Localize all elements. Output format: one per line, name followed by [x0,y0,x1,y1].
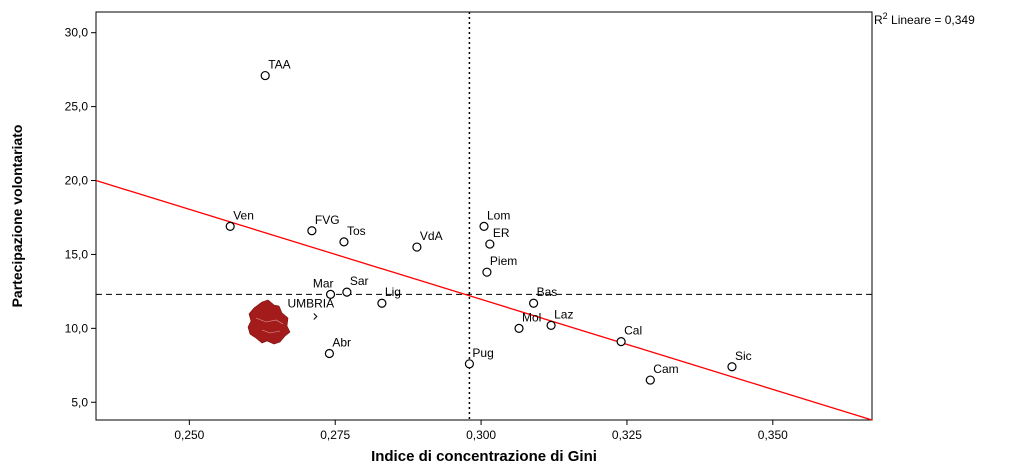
x-axis: 0,250 0,275 0,300 0,325 0,350 [174,420,788,442]
point-label-lom: Lom [487,208,510,222]
point-label-lig: Lig [385,285,401,299]
data-point-tos [339,237,349,247]
umbria-map-marker [247,299,291,345]
data-point-sar [342,287,352,297]
x-axis-title: Indice di concentrazione di Gini [371,448,597,465]
y-tick-label: 30,0 [65,26,89,40]
point-label-fvg: FVG [315,213,340,227]
point-label-er: ER [493,226,510,240]
y-tick-label: 10,0 [65,321,89,335]
y-tick-label: 20,0 [65,174,89,188]
data-point-umbria [313,313,318,320]
data-point-lom [479,221,489,231]
plot-frame [95,11,873,421]
fit-line-group [95,179,873,421]
data-point-abr [324,348,334,359]
regression-line [95,179,873,421]
y-tick-label: 25,0 [65,100,89,114]
data-point-mar [325,289,336,299]
r2-suffix: Lineare = 0,349 [888,13,975,27]
reference-lines [96,12,872,420]
point-label-laz: Laz [554,307,573,321]
y-axis: 5,0 10,0 15,0 20,0 25,0 30,0 [65,26,96,409]
point-label-abr: Abr [332,335,351,349]
x-tick-label: 0,350 [758,428,788,442]
point-label-ven: Ven [233,208,254,222]
data-point-piem [482,267,492,277]
x-tick-label: 0,275 [320,428,350,442]
r2-annotation: R2 Lineare = 0,349 [874,11,975,27]
data-point-cam [645,375,655,385]
point-label-cal: Cal [624,324,642,338]
y-tick-label: 5,0 [71,395,88,409]
point-label-vda: VdA [420,229,443,243]
point-label-mar: Mar [313,276,334,290]
point-label-umbria: UMBRIA [287,297,334,311]
x-tick-label: 0,250 [174,428,204,442]
point-label-sic: Sic [735,349,752,363]
data-point-laz [546,320,556,330]
data-points: TAA Ven FVG Tos VdA Lom ER Piem Mar Sar Lig Bas UMBR… [225,58,752,385]
point-label-sar: Sar [350,274,369,288]
data-point-lig [377,298,387,308]
data-point-er [485,239,495,249]
data-point-bas [528,298,539,308]
point-label-piem: Piem [490,254,517,268]
y-axis-title: Partecipazione volontariato [9,125,25,308]
data-point-taa [260,70,270,81]
x-tick-label: 0,325 [612,428,642,442]
data-point-fvg [307,226,317,236]
x-tick-label: 0,300 [466,428,496,442]
data-point-pug [464,359,475,369]
point-label-pug: Pug [472,346,493,360]
point-label-taa: TAA [268,58,290,72]
point-label-tos: Tos [347,224,366,238]
data-point-vda [412,242,422,252]
point-label-cam: Cam [653,362,678,376]
r2-prefix: R [874,13,883,27]
point-label-mol: Mol [522,310,541,324]
data-point-ven [225,221,235,231]
umbria-inner-border [255,317,284,334]
point-label-bas: Bas [537,285,558,299]
data-point-sic [727,362,737,372]
data-point-mol [514,323,524,333]
y-tick-label: 15,0 [65,247,89,261]
umbria-region-shape [247,299,291,345]
data-point-cal [616,337,626,347]
r2-superscript: 2 [883,11,888,21]
